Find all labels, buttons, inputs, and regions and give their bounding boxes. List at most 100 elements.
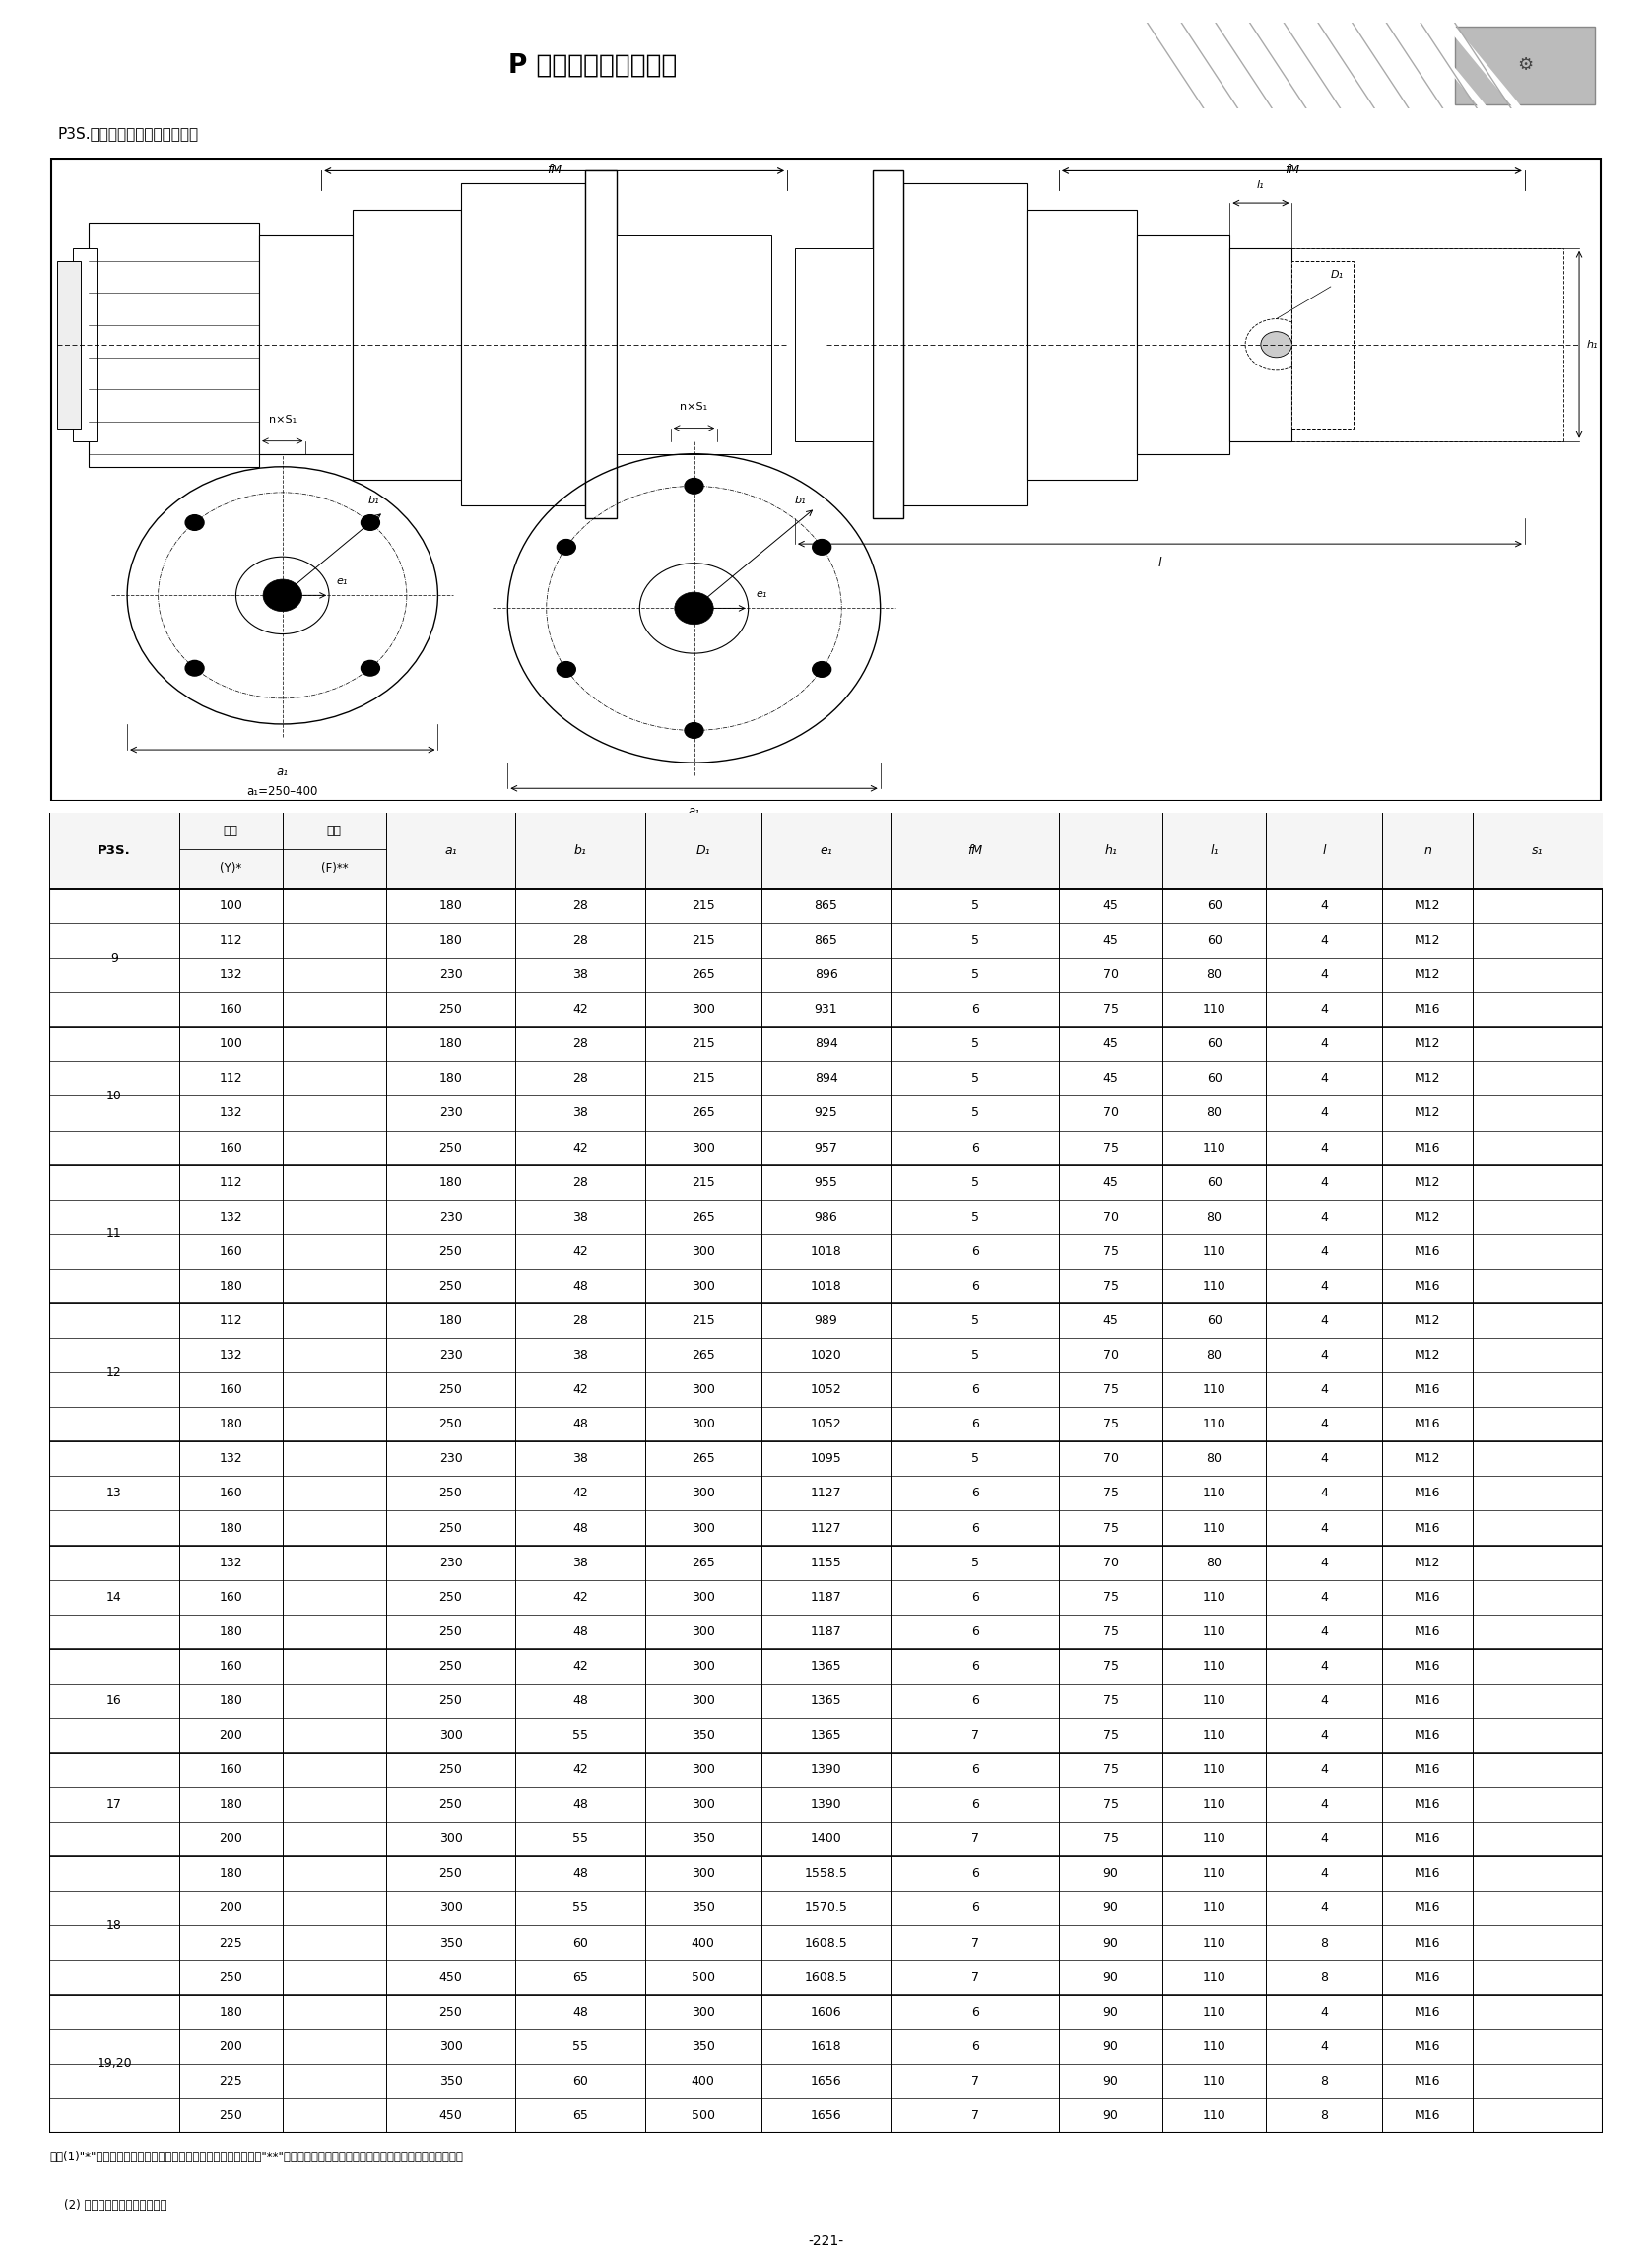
Text: 112: 112 (220, 1072, 243, 1086)
Text: 110: 110 (1203, 1659, 1226, 1672)
Text: M12: M12 (1414, 1314, 1441, 1327)
Text: 60: 60 (1206, 1314, 1222, 1327)
Text: l₁: l₁ (1209, 844, 1219, 858)
Text: 48: 48 (572, 1417, 588, 1431)
Text: 110: 110 (1203, 1695, 1226, 1706)
Text: M12: M12 (1414, 1210, 1441, 1223)
Text: M16: M16 (1414, 1002, 1441, 1016)
Text: 400: 400 (691, 2074, 715, 2088)
Text: 6: 6 (971, 1695, 978, 1706)
Text: 250: 250 (439, 1763, 463, 1776)
Text: 55: 55 (572, 1833, 588, 1846)
Text: 110: 110 (1203, 2040, 1226, 2054)
Text: 75: 75 (1104, 1591, 1118, 1602)
Text: 110: 110 (1203, 2006, 1226, 2018)
Text: 48: 48 (572, 1625, 588, 1639)
Text: 75: 75 (1104, 1833, 1118, 1846)
Text: 90: 90 (1104, 2074, 1118, 2088)
Text: 5: 5 (971, 968, 978, 982)
Text: 1365: 1365 (811, 1729, 841, 1742)
Text: M12: M12 (1414, 1106, 1441, 1119)
Text: a₁=250–400: a₁=250–400 (246, 785, 319, 799)
Text: 法蘭: 法蘭 (327, 824, 342, 837)
Text: 75: 75 (1104, 1625, 1118, 1639)
Text: 4: 4 (1320, 1454, 1328, 1465)
Text: 250: 250 (220, 1970, 243, 1984)
Text: P3S.帶電機法蘭及聯軸器尺寸：: P3S.帶電機法蘭及聯軸器尺寸： (58, 126, 198, 140)
Text: 180: 180 (439, 1038, 463, 1050)
Text: 6: 6 (971, 2006, 978, 2018)
Text: 60: 60 (1206, 901, 1222, 912)
Text: 13: 13 (106, 1487, 122, 1501)
Bar (872, 172, 904, 519)
Text: 38: 38 (572, 968, 588, 982)
Text: 45: 45 (1104, 901, 1118, 912)
Text: 75: 75 (1104, 1246, 1118, 1257)
Bar (73, 248, 96, 440)
Text: M16: M16 (1414, 1591, 1441, 1602)
Text: 100: 100 (220, 901, 243, 912)
Text: M16: M16 (1414, 1417, 1441, 1431)
Text: 200: 200 (220, 1729, 243, 1742)
Text: 4: 4 (1320, 1763, 1328, 1776)
Text: 160: 160 (220, 1384, 243, 1397)
Text: 42: 42 (572, 1246, 588, 1257)
Text: 1095: 1095 (811, 1454, 841, 1465)
Text: 132: 132 (220, 1106, 243, 1119)
Text: fM: fM (1284, 163, 1300, 176)
Text: 55: 55 (572, 2040, 588, 2054)
Text: 132: 132 (220, 968, 243, 982)
Text: a₁=450–800: a₁=450–800 (659, 824, 730, 837)
Text: 4: 4 (1320, 1350, 1328, 1361)
Text: M16: M16 (1414, 1142, 1441, 1153)
Text: 80: 80 (1206, 1350, 1222, 1361)
Text: 350: 350 (691, 1833, 715, 1846)
Text: 28: 28 (572, 934, 588, 946)
Circle shape (362, 515, 380, 530)
Text: 265: 265 (692, 1106, 715, 1119)
Text: 60: 60 (1206, 1176, 1222, 1189)
Text: 865: 865 (814, 901, 838, 912)
Text: 6: 6 (971, 1763, 978, 1776)
Text: 11: 11 (106, 1228, 122, 1241)
Text: 265: 265 (692, 1454, 715, 1465)
Text: 1365: 1365 (811, 1695, 841, 1706)
Text: 110: 110 (1203, 1937, 1226, 1950)
Bar (51, 158, 1601, 801)
Text: 1656: 1656 (811, 2074, 841, 2088)
Text: M12: M12 (1414, 1555, 1441, 1569)
Text: M16: M16 (1414, 2006, 1441, 2018)
Text: 48: 48 (572, 1799, 588, 1810)
Text: D₁: D₁ (695, 844, 710, 858)
Text: 300: 300 (439, 1833, 463, 1846)
Text: 6: 6 (971, 1867, 978, 1880)
Text: 6: 6 (971, 1280, 978, 1293)
Text: 1127: 1127 (811, 1521, 841, 1535)
Text: 75: 75 (1104, 1521, 1118, 1535)
Text: 4: 4 (1320, 2040, 1328, 2054)
Text: 1618: 1618 (811, 2040, 841, 2054)
Text: 1608.5: 1608.5 (805, 1970, 847, 1984)
Text: 4: 4 (1320, 1210, 1328, 1223)
Text: 865: 865 (814, 934, 838, 946)
Text: e₁: e₁ (819, 844, 833, 858)
Text: 4: 4 (1320, 1659, 1328, 1672)
Text: 1052: 1052 (811, 1384, 841, 1397)
Text: 300: 300 (691, 1867, 715, 1880)
Text: 215: 215 (692, 901, 715, 912)
Text: 4: 4 (1320, 1246, 1328, 1257)
Text: 300: 300 (691, 1384, 715, 1397)
Text: 180: 180 (439, 934, 463, 946)
Text: 160: 160 (220, 1142, 243, 1153)
Text: 70: 70 (1104, 1555, 1118, 1569)
Text: 230: 230 (439, 1454, 463, 1465)
Text: 75: 75 (1104, 1417, 1118, 1431)
Text: 電機: 電機 (223, 824, 238, 837)
Text: 100: 100 (220, 1038, 243, 1050)
Text: 60: 60 (572, 1937, 588, 1950)
Text: 90: 90 (1104, 2110, 1118, 2122)
Text: 180: 180 (220, 1521, 243, 1535)
Text: 45: 45 (1104, 1314, 1118, 1327)
Text: M16: M16 (1414, 1903, 1441, 1914)
Text: 6: 6 (971, 1799, 978, 1810)
